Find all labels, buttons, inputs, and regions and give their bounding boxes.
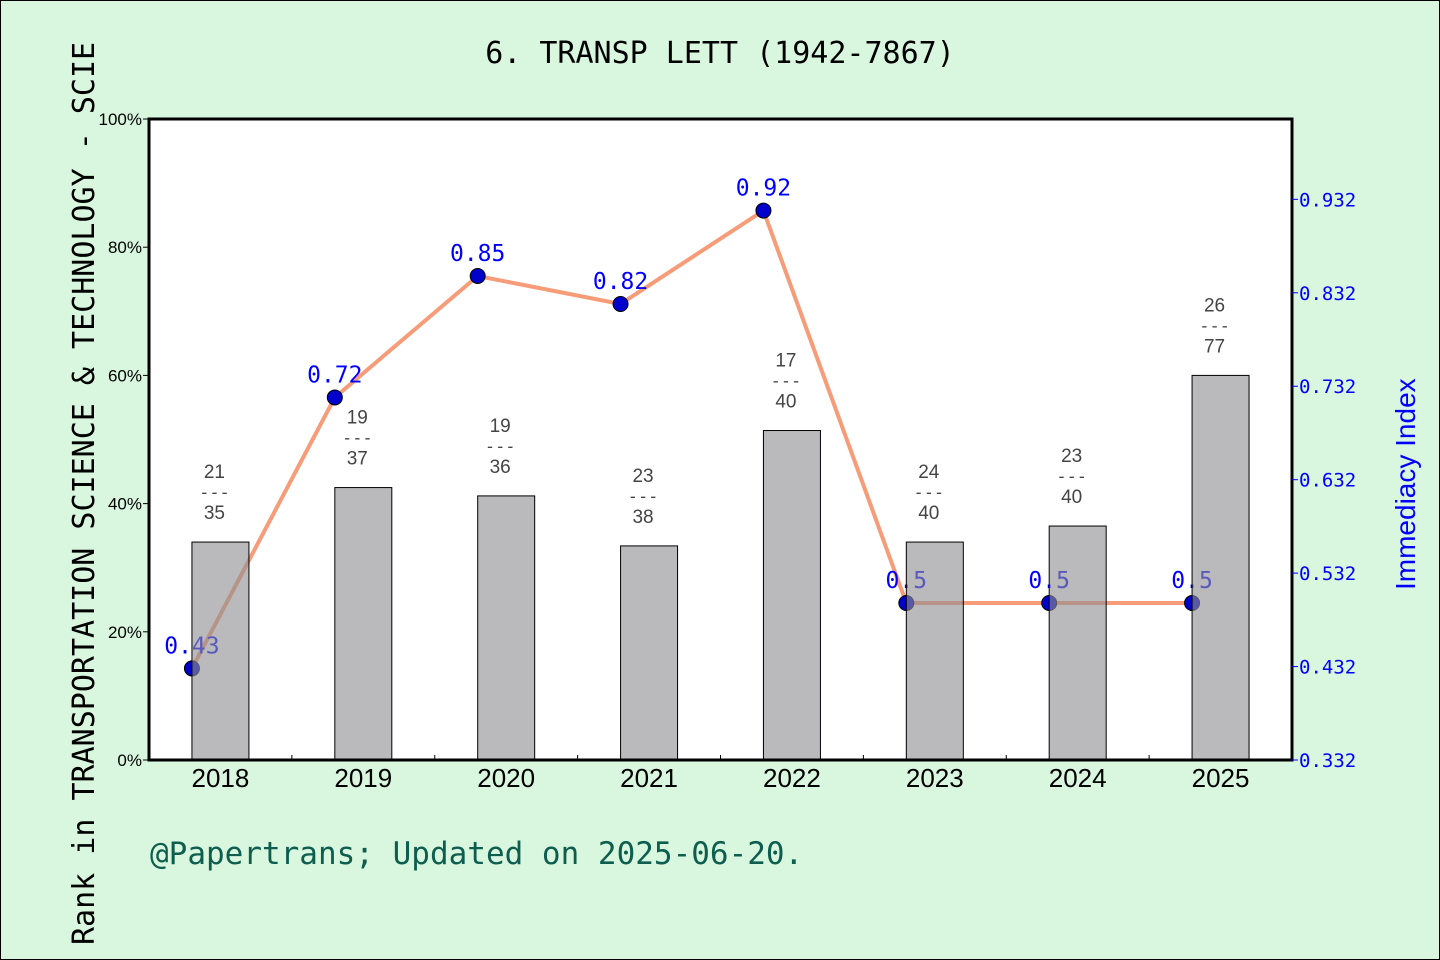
bar-total-label: 38 (632, 507, 653, 528)
bar (1191, 374, 1250, 761)
line-point (326, 389, 343, 406)
bar-total-label: 40 (775, 392, 796, 413)
y-left-tick-label: 40% (108, 495, 142, 514)
x-tick-label: 2021 (620, 763, 678, 793)
bar-total-label: 40 (918, 503, 939, 524)
bar-rank-label: 21 (204, 462, 225, 483)
line-point (469, 267, 486, 284)
bar-fraction-divider: --- (199, 483, 230, 503)
bar-total-label: 36 (490, 457, 511, 478)
chart-title: 6. TRANSP LETT (1942-7867) (485, 36, 955, 71)
point-label: 0.72 (307, 362, 362, 388)
plot-area (149, 119, 1292, 760)
y-right-tick-label: 0.732 (1299, 376, 1356, 398)
line-point (755, 202, 772, 219)
bar-fraction-divider: --- (485, 437, 516, 457)
y-right-tick-label: 0.632 (1299, 470, 1356, 492)
bar-rank-label: 19 (490, 416, 511, 437)
bar-fraction-divider: --- (771, 372, 802, 392)
bar-total-label: 37 (347, 449, 368, 470)
bar-fraction-divider: --- (628, 487, 659, 507)
y-right-tick-label: 0.332 (1299, 750, 1356, 772)
bar-rank-label: 17 (775, 351, 796, 372)
x-tick-label: 2019 (334, 763, 392, 793)
bar (477, 495, 536, 761)
bar-total-label: 35 (204, 503, 225, 524)
bar-rank-label: 26 (1204, 295, 1225, 316)
immediacy-line (190, 207, 1193, 670)
y-left-tick-label: 20% (108, 623, 142, 642)
point-label: 0.85 (450, 241, 505, 267)
bar-rank-label: 24 (918, 462, 940, 483)
point-label: 0.92 (736, 176, 791, 202)
y-left-tick-label: 80% (108, 238, 142, 257)
footer-credit: @Papertrans; Updated on 2025-06-20. (150, 836, 804, 872)
bar-fraction-divider: --- (1056, 467, 1087, 487)
y-left-tick-label: 60% (108, 366, 142, 385)
bar-rank-label: 23 (1061, 446, 1082, 467)
x-tick-label: 2018 (192, 763, 250, 793)
x-tick-label: 2022 (763, 763, 821, 793)
bar-total-label: 40 (1061, 487, 1082, 508)
bar (620, 545, 679, 761)
x-tick-label: 2024 (1049, 763, 1107, 793)
bar-fraction-divider: --- (342, 429, 373, 449)
bar-rank-label: 19 (347, 408, 368, 429)
y-right-tick-label: 0.932 (1299, 189, 1356, 211)
y-left-tick-label: 0% (117, 751, 142, 770)
x-tick-label: 2025 (1192, 763, 1250, 793)
bar (191, 541, 250, 761)
bar-fraction-divider: --- (913, 483, 944, 503)
y-right-tick-label: 0.832 (1299, 283, 1356, 305)
bar-rank-label: 23 (632, 466, 653, 487)
bar (762, 430, 821, 761)
bar-fraction-divider: --- (1199, 316, 1230, 336)
bar (1048, 525, 1107, 761)
x-tick-label: 2020 (477, 763, 535, 793)
line-point (612, 296, 629, 313)
point-label: 0.82 (593, 269, 648, 295)
bar (334, 487, 393, 761)
y-right-tick-label: 0.432 (1299, 657, 1356, 679)
y-left-tick-label: 100% (99, 110, 142, 129)
bar (905, 541, 964, 761)
x-tick-label: 2023 (906, 763, 964, 793)
bar-total-label: 77 (1204, 336, 1225, 357)
y-right-tick-label: 0.532 (1299, 563, 1356, 585)
